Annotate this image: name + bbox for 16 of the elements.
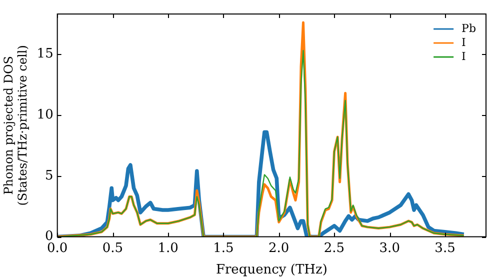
- x-tick-label: 0.0: [47, 240, 68, 256]
- y-tick-label: 15: [36, 46, 54, 62]
- y-tick-label: 10: [36, 107, 54, 122]
- x-tick-label: 3.0: [379, 240, 400, 256]
- legend-label: Pb: [462, 22, 476, 35]
- y-tick-label: 5: [45, 168, 54, 184]
- x-axis-title: Frequency (THz): [216, 262, 328, 278]
- x-tick-label: 0.5: [102, 240, 124, 256]
- legend-label: I: [462, 50, 466, 63]
- y-axis-title: Phonon projected DOS (States/THz·primitive cell): [1, 45, 30, 206]
- x-tick-label: 1.5: [213, 240, 234, 256]
- x-tick-label: 3.5: [434, 240, 456, 256]
- x-tick-label: 1.0: [158, 240, 178, 256]
- legend-label: I: [462, 36, 466, 49]
- x-tick-label: 2.0: [268, 240, 290, 256]
- x-tick-label: 2.5: [324, 240, 345, 256]
